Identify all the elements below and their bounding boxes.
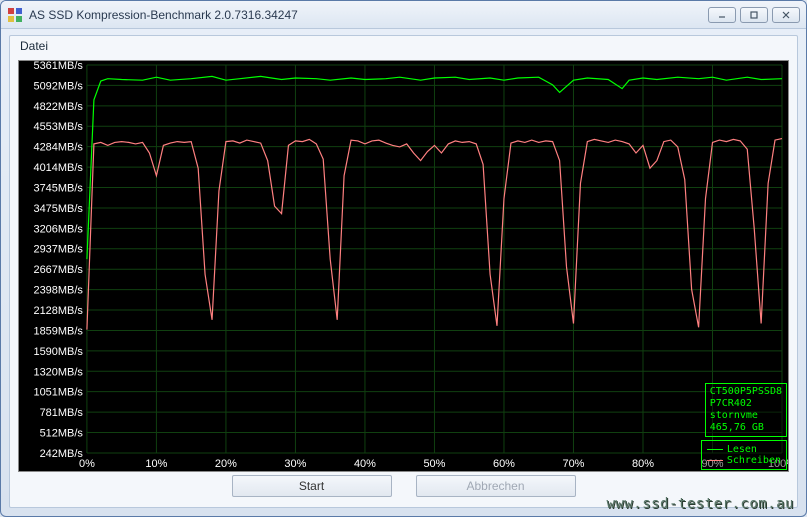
content-panel: Datei 242MB/s 512MB/s 781MB/s 1051MB/s 1320M… xyxy=(9,35,798,508)
svg-text:1590MB/s: 1590MB/s xyxy=(33,346,83,358)
minimize-button[interactable] xyxy=(708,7,736,23)
svg-text:5092MB/s: 5092MB/s xyxy=(33,80,83,92)
svg-text:30%: 30% xyxy=(284,458,306,470)
svg-text:2937MB/s: 2937MB/s xyxy=(33,244,83,256)
svg-text:512MB/s: 512MB/s xyxy=(40,428,84,440)
legend-read-swatch xyxy=(707,449,723,450)
svg-text:80%: 80% xyxy=(632,458,654,470)
legend-box: Lesen Schreiben xyxy=(701,440,787,470)
window-title: AS SSD Kompression-Benchmark 2.0.7316.34… xyxy=(29,8,708,22)
compression-chart: 242MB/s 512MB/s 781MB/s 1051MB/s 1320MB/s 159… xyxy=(19,61,788,471)
svg-text:242MB/s: 242MB/s xyxy=(40,448,84,460)
svg-text:5361MB/s: 5361MB/s xyxy=(33,61,83,72)
svg-text:2128MB/s: 2128MB/s xyxy=(33,305,83,317)
device-firmware: P7CR402 xyxy=(710,398,782,410)
svg-text:4014MB/s: 4014MB/s xyxy=(33,162,83,174)
svg-text:70%: 70% xyxy=(562,458,584,470)
menu-file[interactable]: Datei xyxy=(20,39,48,53)
legend-write-swatch xyxy=(707,460,723,461)
svg-text:10%: 10% xyxy=(145,458,167,470)
device-driver: stornvme xyxy=(710,410,782,422)
svg-text:781MB/s: 781MB/s xyxy=(40,407,84,419)
close-button[interactable] xyxy=(772,7,800,23)
svg-text:3745MB/s: 3745MB/s xyxy=(33,182,83,194)
svg-text:3475MB/s: 3475MB/s xyxy=(33,203,83,215)
device-capacity: 465,76 GB xyxy=(710,422,782,434)
svg-text:60%: 60% xyxy=(493,458,515,470)
device-model: CT500P5PSSD8 xyxy=(710,386,782,398)
svg-text:4284MB/s: 4284MB/s xyxy=(33,142,83,154)
app-icon xyxy=(7,7,23,23)
svg-text:4553MB/s: 4553MB/s xyxy=(33,121,83,133)
svg-text:1320MB/s: 1320MB/s xyxy=(33,366,83,378)
chart-area: 242MB/s 512MB/s 781MB/s 1051MB/s 1320MB/s 159… xyxy=(18,60,789,472)
titlebar[interactable]: AS SSD Kompression-Benchmark 2.0.7316.34… xyxy=(1,1,806,29)
cancel-button[interactable]: Abbrechen xyxy=(416,475,576,497)
start-button[interactable]: Start xyxy=(232,475,392,497)
legend-write: Schreiben xyxy=(707,455,781,466)
legend-write-label: Schreiben xyxy=(727,455,781,466)
svg-text:2398MB/s: 2398MB/s xyxy=(33,285,83,297)
legend-read-label: Lesen xyxy=(727,444,757,455)
svg-text:1051MB/s: 1051MB/s xyxy=(33,387,83,399)
button-row: Start Abbrechen xyxy=(10,475,797,497)
svg-text:2667MB/s: 2667MB/s xyxy=(33,264,83,276)
svg-text:0%: 0% xyxy=(79,458,95,470)
svg-text:40%: 40% xyxy=(354,458,376,470)
svg-text:50%: 50% xyxy=(423,458,445,470)
window-controls xyxy=(708,7,800,23)
app-window: AS SSD Kompression-Benchmark 2.0.7316.34… xyxy=(0,0,807,517)
legend-read: Lesen xyxy=(707,444,781,455)
device-info-box: CT500P5PSSD8 P7CR402 stornvme 465,76 GB xyxy=(705,383,787,437)
svg-text:4822MB/s: 4822MB/s xyxy=(33,101,83,113)
menubar: Datei xyxy=(10,36,797,58)
maximize-button[interactable] xyxy=(740,7,768,23)
svg-text:1859MB/s: 1859MB/s xyxy=(33,325,83,337)
svg-text:3206MB/s: 3206MB/s xyxy=(33,223,83,235)
svg-text:20%: 20% xyxy=(215,458,237,470)
